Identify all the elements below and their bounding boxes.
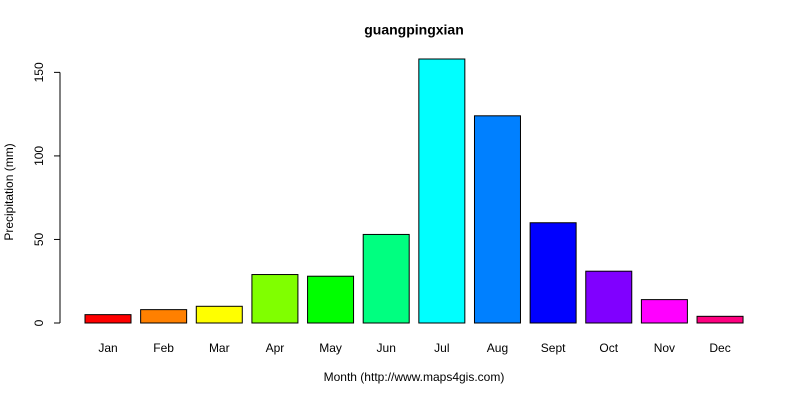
- bar: [585, 270, 633, 324]
- bar: [640, 299, 688, 324]
- bar: [362, 233, 410, 324]
- x-tick-label: May: [319, 341, 342, 355]
- chart-title: guangpingxian: [364, 22, 464, 38]
- bar: [84, 314, 132, 324]
- bar: [418, 58, 466, 324]
- x-tick-label: Dec: [709, 341, 730, 355]
- bar: [529, 222, 577, 324]
- bar: [251, 274, 299, 324]
- x-tick-label: Jul: [434, 341, 449, 355]
- x-tick-label: Jun: [377, 341, 396, 355]
- x-tick-label: Jan: [98, 341, 117, 355]
- x-tick-label: Mar: [209, 341, 230, 355]
- y-tick-label: 0: [32, 319, 46, 326]
- y-tick-label: 100: [32, 146, 46, 166]
- y-tick-label: 50: [32, 232, 46, 246]
- x-tick-label: Aug: [487, 341, 508, 355]
- y-tick-label: 150: [32, 62, 46, 82]
- bar: [195, 305, 243, 324]
- x-tick-label: Oct: [599, 341, 618, 355]
- bar: [307, 275, 355, 324]
- bar: [473, 115, 521, 324]
- x-tick-label: Apr: [266, 341, 285, 355]
- bar: [140, 309, 188, 324]
- bar: [696, 315, 744, 324]
- x-tick-label: Nov: [654, 341, 675, 355]
- y-axis-label: Precipitation (mm): [2, 143, 16, 240]
- x-tick-label: Feb: [153, 341, 174, 355]
- x-tick-label: Sept: [541, 341, 566, 355]
- x-axis-label: Month (http://www.maps4gis.com): [324, 370, 505, 384]
